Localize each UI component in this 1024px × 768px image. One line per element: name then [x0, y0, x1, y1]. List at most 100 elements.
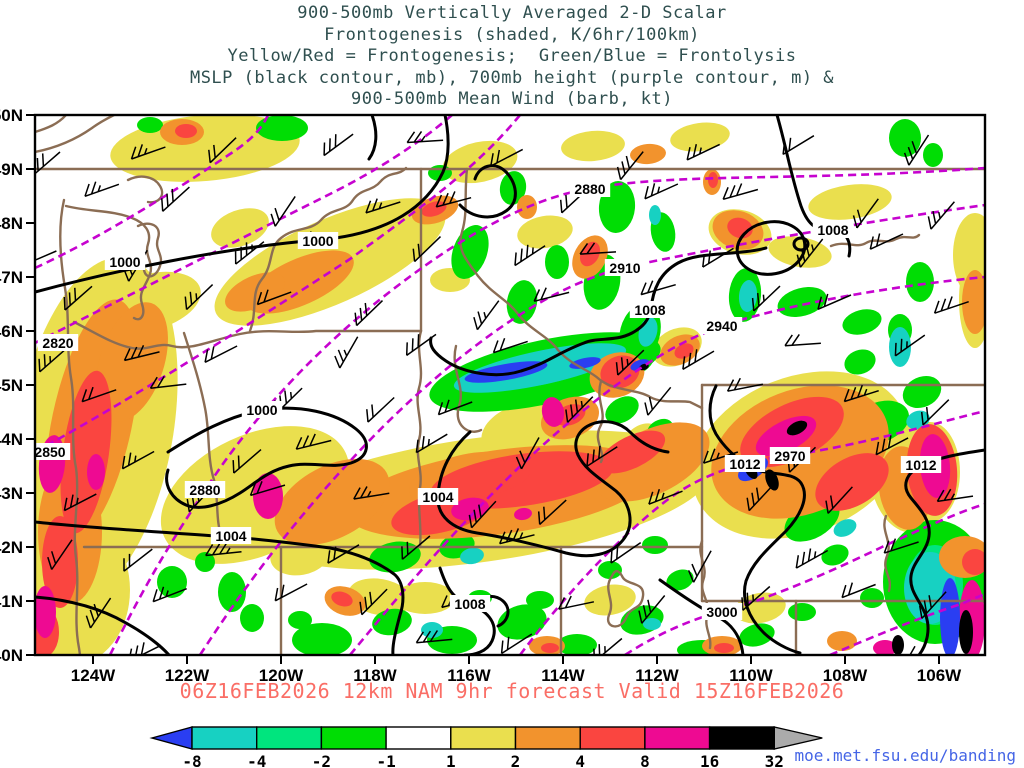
wind-barbs [35, 130, 974, 655]
contour-label-box [184, 481, 226, 498]
contour-label-box [210, 527, 252, 544]
lon-tick-label: 124W [71, 666, 116, 685]
lat-tick-label: 48N [0, 214, 23, 233]
wind-barb [782, 135, 815, 156]
contour-label: 1004 [422, 489, 453, 505]
wind-barb [825, 486, 853, 514]
wind-barb [936, 488, 974, 503]
colorbar-segment [708, 726, 775, 750]
contour-label-box [724, 455, 766, 472]
wind-barb [354, 300, 384, 327]
lat-tick-label: 45N [0, 376, 23, 395]
wind-barb [796, 238, 824, 268]
wind-barb [130, 144, 166, 160]
lat-tick-label: 42N [0, 538, 23, 557]
wind-barb [593, 637, 623, 655]
wind-barb [894, 334, 926, 357]
title-line-3: Yellow/Red = Frontogenesis; Green/Blue =… [227, 46, 797, 66]
wind-barb [334, 336, 359, 369]
wind-barb [468, 500, 497, 529]
contour-label-box [35, 443, 71, 460]
wind-barb [687, 550, 712, 583]
wind-barb [682, 349, 715, 370]
wind-barb [869, 233, 904, 250]
wind-barb [208, 137, 237, 164]
wind-barb [184, 284, 214, 311]
lon-tick-label: 112W [635, 666, 679, 685]
wind-barb [473, 300, 500, 331]
wind-barb [270, 195, 296, 227]
wind-barb [795, 548, 829, 569]
contour-label: 1008 [454, 596, 485, 612]
colorbar-segment [450, 726, 517, 750]
title-line-5: 900-500mb Mean Wind (barb, kt) [350, 89, 674, 109]
wind-barb [875, 435, 909, 456]
lon-tick-label: 108W [823, 666, 868, 685]
wind-barb [586, 445, 618, 467]
wind-barb [121, 450, 155, 470]
source-link[interactable]: moe.met.fsu.edu/banding [794, 746, 1016, 765]
contour-label-box [569, 180, 611, 197]
wind-barb [883, 538, 919, 554]
wind-barb [406, 130, 444, 144]
wind-barb [123, 548, 153, 572]
contour-label: 2970 [774, 448, 805, 464]
wind-barb [152, 586, 187, 603]
contour-label: 2940 [706, 318, 737, 334]
wind-barb [500, 633, 533, 655]
wind-barb [295, 433, 332, 450]
wind-barb [640, 278, 676, 296]
wind-barb [38, 347, 68, 373]
contour-label-box [629, 301, 671, 318]
wind-barb [85, 597, 112, 629]
wind-barb [63, 285, 93, 311]
wind-barb [565, 396, 594, 423]
lon-tick-label: 106W [917, 666, 962, 685]
wind-barb [129, 642, 162, 655]
title-line-1: 900-500mb Vertically Averaged 2-D Scalar [297, 3, 727, 23]
wind-barb [415, 433, 448, 454]
lat-tick-label: 40N [0, 646, 23, 665]
wind-barb [205, 542, 242, 557]
wind-barb [702, 448, 739, 464]
contour-label-box [900, 456, 942, 473]
colorbar-tick-label: 4 [575, 752, 585, 768]
lon-tick-label: 116W [447, 666, 491, 685]
contour-label: 2880 [574, 181, 605, 197]
plot-title: 900-500mb Vertically Averaged 2-D Scalar… [0, 3, 1024, 111]
contour-label: 1012 [729, 456, 760, 472]
lon-tick-label: 120W [259, 666, 304, 685]
wind-barb [615, 349, 645, 376]
colorbar-segment [385, 726, 452, 750]
wind-barb [686, 143, 721, 161]
wind-barb [841, 582, 876, 599]
colorbar-tick-label: 16 [700, 752, 719, 768]
wind-barb [149, 376, 187, 390]
colorbar-tick-label: 1 [446, 752, 456, 768]
wind-barb [492, 338, 528, 354]
contour-label-box [297, 232, 339, 249]
wind-barb [852, 198, 879, 229]
wind-barb [234, 241, 265, 265]
wind-barb [933, 296, 969, 314]
wind-barb [63, 493, 97, 512]
wind-barb [81, 386, 117, 403]
wind-barb [537, 499, 567, 525]
contour-label: 1004 [215, 528, 246, 544]
wind-barb [353, 486, 390, 500]
wind-barb [415, 630, 453, 644]
contour-label-box [417, 488, 459, 505]
height-contours-700mb [35, 115, 985, 655]
contour-label: 2910 [609, 260, 640, 276]
colorbar-tick-label: 8 [640, 752, 650, 768]
wind-barb [722, 183, 759, 201]
contour-label: 1000 [109, 254, 140, 270]
colorbar-tick-label: 2 [511, 752, 521, 768]
contour-label: 1000 [302, 233, 333, 249]
wind-barb [161, 186, 190, 212]
colorbar-right-arrow [773, 726, 823, 750]
contour-label-box [769, 447, 811, 464]
contour-label: 1012 [905, 457, 936, 473]
colorbar-segment [644, 726, 711, 750]
